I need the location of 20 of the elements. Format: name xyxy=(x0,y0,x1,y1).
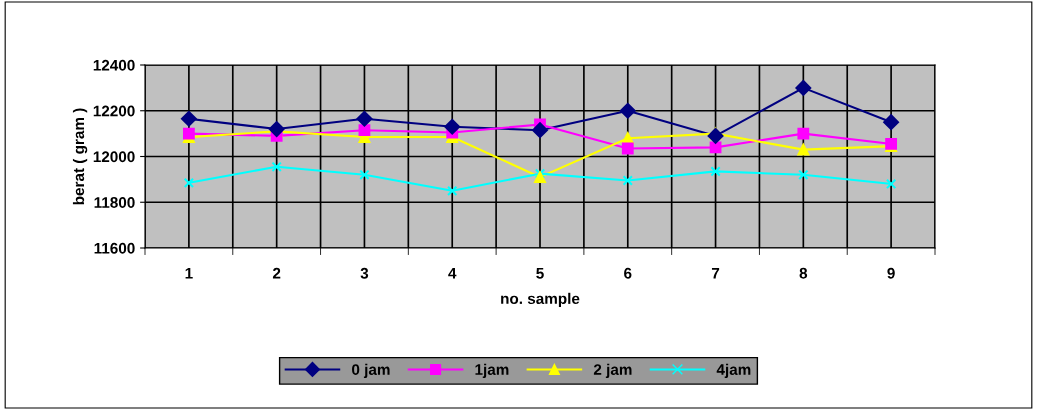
legend-label: 0 jam xyxy=(352,363,390,378)
legend-label: 4jam xyxy=(716,363,751,378)
x-tick-label: 4 xyxy=(448,268,457,279)
x-tick-label: 6 xyxy=(624,267,632,279)
x-tick-label: 7 xyxy=(711,268,720,279)
legend-label: 1jam xyxy=(475,363,509,378)
y-tick-label: 12400 xyxy=(93,59,135,71)
legend-label: 2 jam xyxy=(593,363,632,378)
y-axis-title: berat ( gram ) xyxy=(72,108,88,205)
x-tick-label: 3 xyxy=(360,267,369,279)
y-tick-label: 12000 xyxy=(93,151,135,163)
x-axis-title: no. sample xyxy=(501,292,580,308)
y-tick-label: 12200 xyxy=(93,105,135,117)
y-tick-label: 11600 xyxy=(94,242,135,254)
x-tick-label: 1 xyxy=(185,268,193,279)
y-tick-label: 11800 xyxy=(94,197,135,208)
x-tick-label: 8 xyxy=(799,267,808,279)
x-tick-label: 9 xyxy=(887,267,895,279)
x-tick-label: 2 xyxy=(272,267,281,279)
x-tick-label: 5 xyxy=(536,268,544,279)
